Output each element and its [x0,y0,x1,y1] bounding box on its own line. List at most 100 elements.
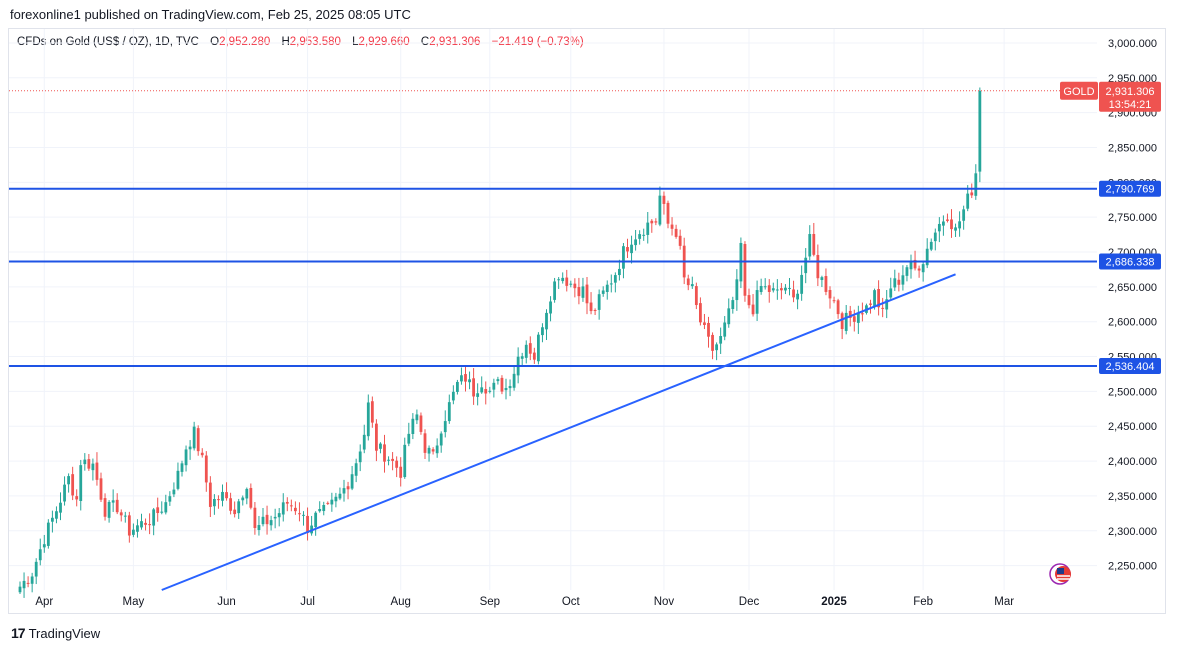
candle-body [83,459,87,465]
candle-body [464,374,467,382]
candle-body [115,499,119,513]
y-tick-label: 2,850.000 [1108,142,1157,154]
candle-body [346,486,350,490]
candle-body [95,462,99,480]
candle-body [75,496,79,500]
candle-body [796,293,799,300]
candle-body [103,498,107,517]
candle-body [476,393,480,397]
candle-body [423,433,427,453]
candle-body [613,275,617,283]
x-tick-label: Aug [390,596,410,608]
level-badge-label: 2,686.338 [1106,257,1155,269]
candle-body [289,505,293,507]
tradingview-brand: TradingView [28,625,101,641]
candle-body [646,222,650,235]
price-axis[interactable]: 3,000.0002,950.0002,900.0002,850.0002,80… [1108,38,1157,573]
publish-text: forexonline1 published on TradingView.co… [10,7,411,22]
candle-body [638,234,642,239]
candle-body [18,586,22,593]
candle-body [294,507,297,512]
candle-body [298,513,301,515]
candle-body [30,576,34,584]
time-axis[interactable]: Apr May Jun Jul Aug Sep Oct Nov Dec 2025 Feb Mar [35,563,1071,608]
candle-body [277,513,281,518]
level-badge-label: 2,790.769 [1106,184,1155,196]
candle-body [642,234,646,236]
candles [18,87,982,598]
candle-body [650,220,654,224]
candle-body [933,232,937,242]
candle-body [553,281,556,300]
candle-body [699,303,702,323]
price-badge-value: 2,931.306 [1106,86,1155,98]
candle-body [387,459,390,461]
candle-body [350,474,354,489]
candle-body [715,344,718,351]
candle-body [844,312,848,331]
candle-body [451,391,455,401]
grid [9,29,1097,590]
y-tick-label: 2,350.000 [1108,491,1157,503]
candle-body [334,496,338,502]
candle-body [427,447,431,454]
candle-body [492,382,496,390]
candle-body [549,301,552,314]
candle-body [759,286,763,293]
y-tick-label: 2,650.000 [1108,282,1157,294]
candle-body [257,525,261,531]
candle-body [545,312,548,330]
candle-body [237,501,241,514]
candle-body [192,426,196,449]
candle-body [925,248,929,266]
candle-body [184,449,188,466]
candle-body [537,334,540,362]
candle-body [784,287,787,291]
candle-body [532,352,536,360]
candle-body [512,373,516,388]
candle-body [148,524,151,526]
candle-body [172,489,176,495]
candle-body [694,286,698,306]
candle-body [832,300,836,302]
candle-body [909,261,913,270]
candle-body [674,228,678,237]
close-value: 2,931.306 [429,36,481,48]
candle-body [561,277,565,282]
candle-body [670,224,674,229]
candle-body [180,463,184,472]
candle-body [780,288,783,291]
candle-body [836,300,840,315]
candle-body [204,455,208,483]
footer: 17 TradingView [11,625,100,641]
candle-body [585,284,589,304]
candle-body [26,582,30,584]
candle-body [771,288,775,291]
candle-body [816,254,820,279]
candle-body [127,515,131,536]
symbol-label[interactable]: CFDs on Gold (US$ / OZ), 1D, TVC [17,36,199,48]
candle-body [703,322,706,325]
candle-body [415,414,419,421]
candle-body [897,279,901,285]
candle-body [370,401,374,423]
candle-body [634,239,637,246]
candle-body [71,474,75,496]
candle-body [447,402,451,422]
candle-body [233,509,237,515]
candle-body [379,443,382,449]
candle-body [747,295,751,306]
candle-body [792,289,795,298]
candle-body [800,274,804,294]
candle-body [152,509,156,526]
candle-body [119,512,123,516]
candle-body [852,316,856,322]
candle-body [208,482,212,507]
candle-body [869,303,872,305]
countdown-value: 13:54:21 [1109,99,1152,111]
drawings [9,90,1097,591]
candle-body [569,283,573,285]
candle-body [812,233,816,255]
candle-body [921,264,925,273]
